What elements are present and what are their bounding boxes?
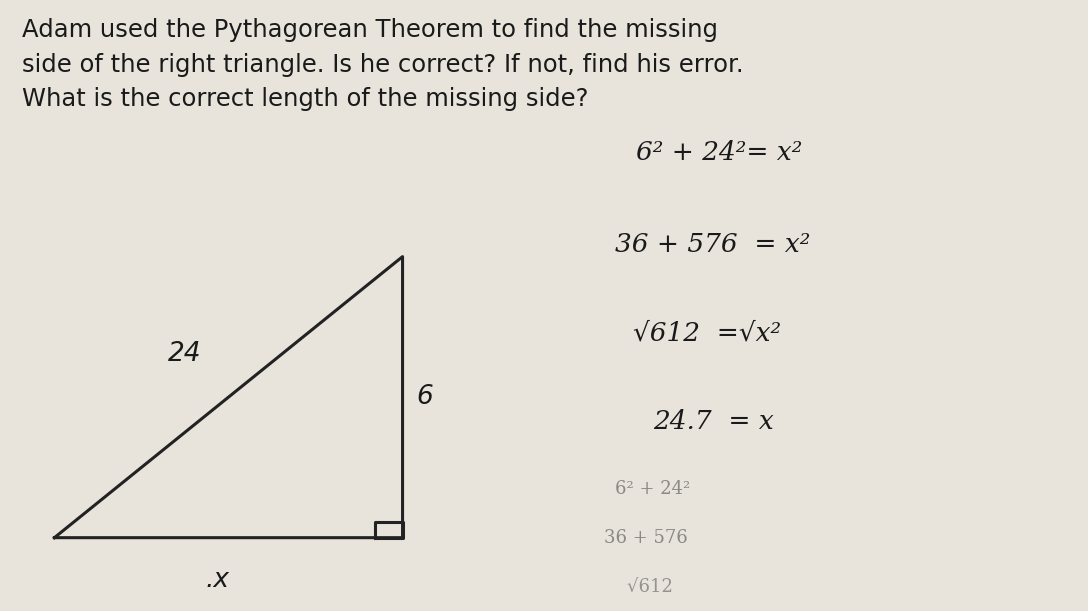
Text: Adam used the Pythagorean Theorem to find the missing
side of the right triangle: Adam used the Pythagorean Theorem to fin… (22, 18, 743, 111)
Text: √612: √612 (604, 577, 672, 596)
Text: 24: 24 (169, 342, 201, 367)
Text: 6: 6 (416, 384, 433, 410)
Text: 24.7  = x: 24.7 = x (653, 409, 774, 434)
Text: √612  =√x²: √612 =√x² (633, 321, 781, 345)
Text: 36 + 576  = x²: 36 + 576 = x² (615, 232, 811, 257)
Text: .x: .x (206, 568, 230, 593)
Text: 6² + 24²= x²: 6² + 24²= x² (636, 141, 803, 165)
Text: 6² + 24²: 6² + 24² (615, 480, 690, 498)
Text: 36 + 576: 36 + 576 (604, 529, 688, 547)
